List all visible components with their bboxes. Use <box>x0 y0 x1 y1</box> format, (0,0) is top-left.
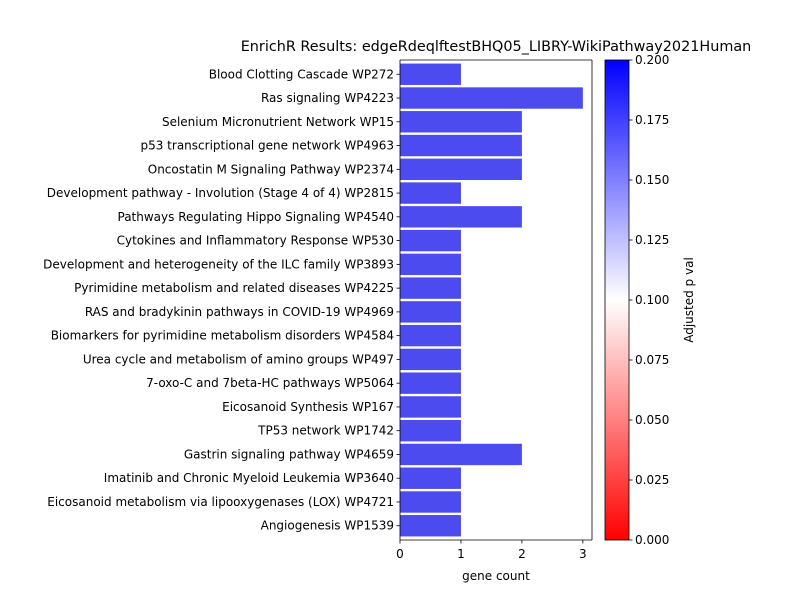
colorbar-tick-label: 0.200 <box>635 53 669 67</box>
y-tick-label: Biomarkers for pyrimidine metabolism dis… <box>51 329 394 343</box>
y-tick-label: p53 transcriptional gene network WP4963 <box>140 139 394 153</box>
colorbar-tick-label: 0.075 <box>635 353 669 367</box>
bar <box>400 348 461 371</box>
x-axis-label: gene count <box>462 569 530 583</box>
y-tick-label: Ras signaling WP4223 <box>261 91 394 105</box>
x-tick-label: 1 <box>457 547 465 561</box>
x-tick-label: 3 <box>579 547 587 561</box>
y-tick-label: RAS and bradykinin pathways in COVID-19 … <box>85 305 394 319</box>
y-tick-label: Cytokines and Inflammatory Response WP53… <box>117 234 394 248</box>
y-tick-label: Oncostatin M Signaling Pathway WP2374 <box>148 162 394 176</box>
bar <box>400 301 461 323</box>
colorbar-tick-label: 0.000 <box>635 533 669 547</box>
y-tick-label: Pathways Regulating Hippo Signaling WP45… <box>118 210 395 224</box>
y-tick-label: Urea cycle and metabolism of amino group… <box>83 352 394 366</box>
bar <box>400 134 522 157</box>
bar <box>400 277 461 299</box>
y-tick-label: Development pathway - Involution (Stage … <box>47 186 394 200</box>
bar <box>400 111 522 133</box>
y-tick-label: Development and heterogeneity of the ILC… <box>43 257 394 271</box>
colorbar-tick-label: 0.175 <box>635 113 669 127</box>
bar <box>400 491 461 513</box>
bar <box>400 229 461 252</box>
bar <box>400 158 522 180</box>
bar <box>400 515 461 537</box>
y-tick-label: Imatinib and Chronic Myeloid Leukemia WP… <box>104 471 394 485</box>
x-tick-label: 0 <box>396 547 404 561</box>
chart-title: EnrichR Results: edgeRdeqlftestBHQ05_LIB… <box>241 39 752 55</box>
y-tick-label: Blood Clotting Cascade WP272 <box>209 67 394 81</box>
colorbar-tick-label: 0.025 <box>635 473 669 487</box>
colorbar-tick-label: 0.050 <box>635 413 669 427</box>
bar <box>400 87 583 109</box>
bar <box>400 467 461 489</box>
y-tick-label: TP53 network WP1742 <box>257 424 394 438</box>
colorbar-label: Adjusted p val <box>682 257 696 343</box>
y-tick-label: Eicosanoid metabolism via lipooxygenases… <box>47 495 394 509</box>
bar <box>400 372 461 394</box>
plot-area: Blood Clotting Cascade WP272 Ras signalin… <box>43 59 593 561</box>
x-tick-label: 2 <box>518 547 526 561</box>
colorbar-tick-label: 0.150 <box>635 173 669 187</box>
y-tick-label: 7-oxo-C and 7beta-HC pathways WP5064 <box>146 376 394 390</box>
y-tick-label: Pyrimidine metabolism and related diseas… <box>74 281 394 295</box>
bar <box>400 420 461 442</box>
bar <box>400 182 461 204</box>
bar <box>400 63 461 85</box>
bar <box>400 324 461 347</box>
colorbar-tick-label: 0.100 <box>635 293 669 307</box>
y-tick-label: Selenium Micronutrient Network WP15 <box>162 115 394 129</box>
bar <box>400 396 461 418</box>
colorbar-tick-label: 0.125 <box>635 233 669 247</box>
y-tick-label: Angiogenesis WP1539 <box>261 519 394 533</box>
bar <box>400 253 461 276</box>
colorbar: 0.000 0.025 0.050 0.075 0.100 0.125 0.150 0.175… <box>604 53 696 547</box>
colorbar-gradient <box>605 60 629 540</box>
bar <box>400 206 522 228</box>
y-tick-label: Gastrin signaling pathway WP4659 <box>184 447 394 461</box>
bar <box>400 443 522 466</box>
y-tick-label: Eicosanoid Synthesis WP167 <box>222 400 394 414</box>
